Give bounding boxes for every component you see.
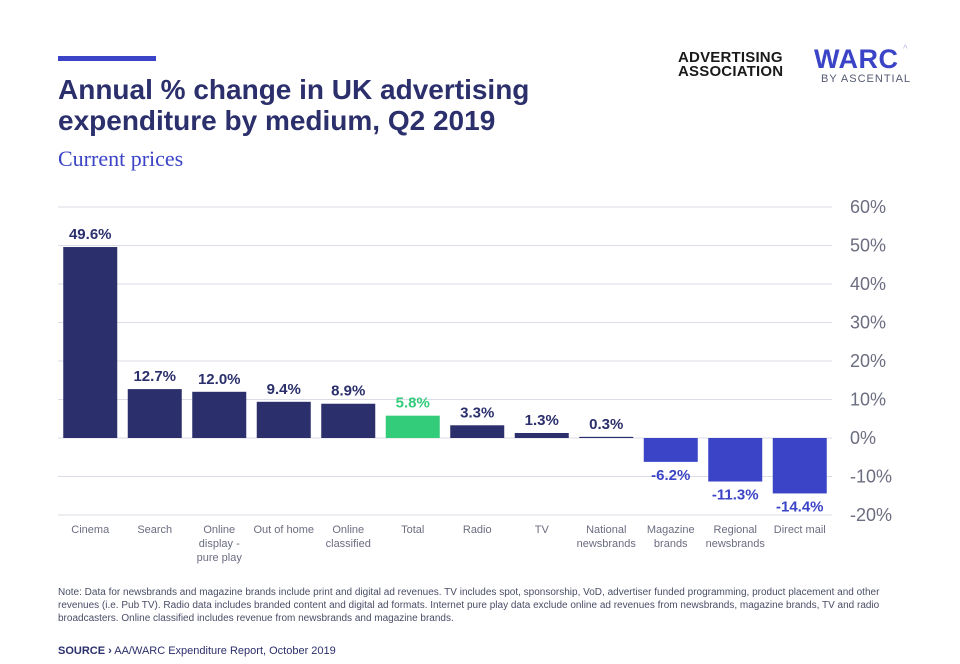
y-tick-label: 20% (850, 351, 886, 371)
bar (772, 438, 827, 494)
bar (643, 438, 698, 462)
bar (514, 432, 569, 438)
y-tick-label: 0% (850, 428, 876, 448)
bar (256, 401, 311, 438)
chart-title: Annual % change in UK advertising expend… (58, 74, 530, 136)
y-tick-label: -10% (850, 467, 892, 487)
data-label: 3.3% (460, 404, 494, 421)
source-line: SOURCE › AA/WARC Expenditure Report, Oct… (58, 645, 336, 657)
y-tick-label: 60% (850, 197, 886, 217)
bar (192, 391, 247, 438)
y-tick-label: 50% (850, 236, 886, 256)
y-tick-label: 40% (850, 274, 886, 294)
logo-aa-line1: ADVERTISING (678, 49, 783, 66)
x-tick-label: TV (535, 524, 550, 536)
x-tick-label: Radio (463, 524, 492, 536)
data-label: 8.9% (331, 383, 365, 400)
x-tick-label: Regional newsbrands (706, 524, 766, 550)
x-tick-label: Search (137, 524, 172, 536)
bar (385, 415, 440, 438)
data-label: 5.8% (396, 395, 430, 412)
data-label: 12.7% (133, 368, 176, 385)
bar (321, 403, 376, 438)
logo-aa-line2: ASSOCIATION (678, 63, 784, 80)
advertising-association-logo: ADVERTISING ASSOCIATION (678, 49, 784, 80)
x-tick-label: Direct mail (774, 524, 826, 536)
y-tick-label: 30% (850, 313, 886, 333)
x-tick-label: Out of home (253, 524, 314, 536)
data-label: -11.3% (712, 487, 759, 504)
x-tick-label: Magazine brands (647, 524, 695, 550)
bar (450, 425, 505, 438)
x-tick-label: Total (401, 524, 424, 536)
x-tick-label: Online display -pure play (197, 524, 243, 564)
warc-logo: WARC (814, 44, 899, 74)
chart-subtitle: Current prices (58, 146, 184, 171)
bar-chart: 60% 50% 40% 30% 20% 10% 0% -10% -20% 49.6% Cinema 1… (58, 197, 892, 564)
x-tick-label: Cinema (71, 524, 110, 536)
bar (63, 247, 118, 438)
data-label: 12.0% (198, 371, 241, 388)
warc-by-ascential: BY ASCENTIAL (821, 73, 912, 85)
warc-logo-caret: ^ (903, 44, 908, 55)
bar (579, 436, 634, 438)
footnote: Note: Data for newsbrands and magazine b… (58, 587, 880, 624)
data-label: 0.3% (589, 416, 623, 433)
data-label: 49.6% (69, 226, 112, 243)
data-label: 9.4% (267, 381, 301, 398)
title-accent-bar (58, 56, 156, 61)
data-label: -6.2% (651, 467, 690, 484)
bar (708, 438, 763, 482)
y-tick-label: 10% (850, 390, 886, 410)
x-tick-label: National newsbrands (577, 524, 637, 550)
data-label: 1.3% (525, 412, 559, 429)
bar (127, 389, 182, 438)
x-tick-label: Online classified (326, 524, 371, 550)
data-label: -14.4% (776, 498, 824, 515)
source-label: SOURCE › (58, 645, 112, 657)
y-tick-label: -20% (850, 505, 892, 525)
source-text: AA/WARC Expenditure Report, October 2019 (114, 645, 336, 657)
